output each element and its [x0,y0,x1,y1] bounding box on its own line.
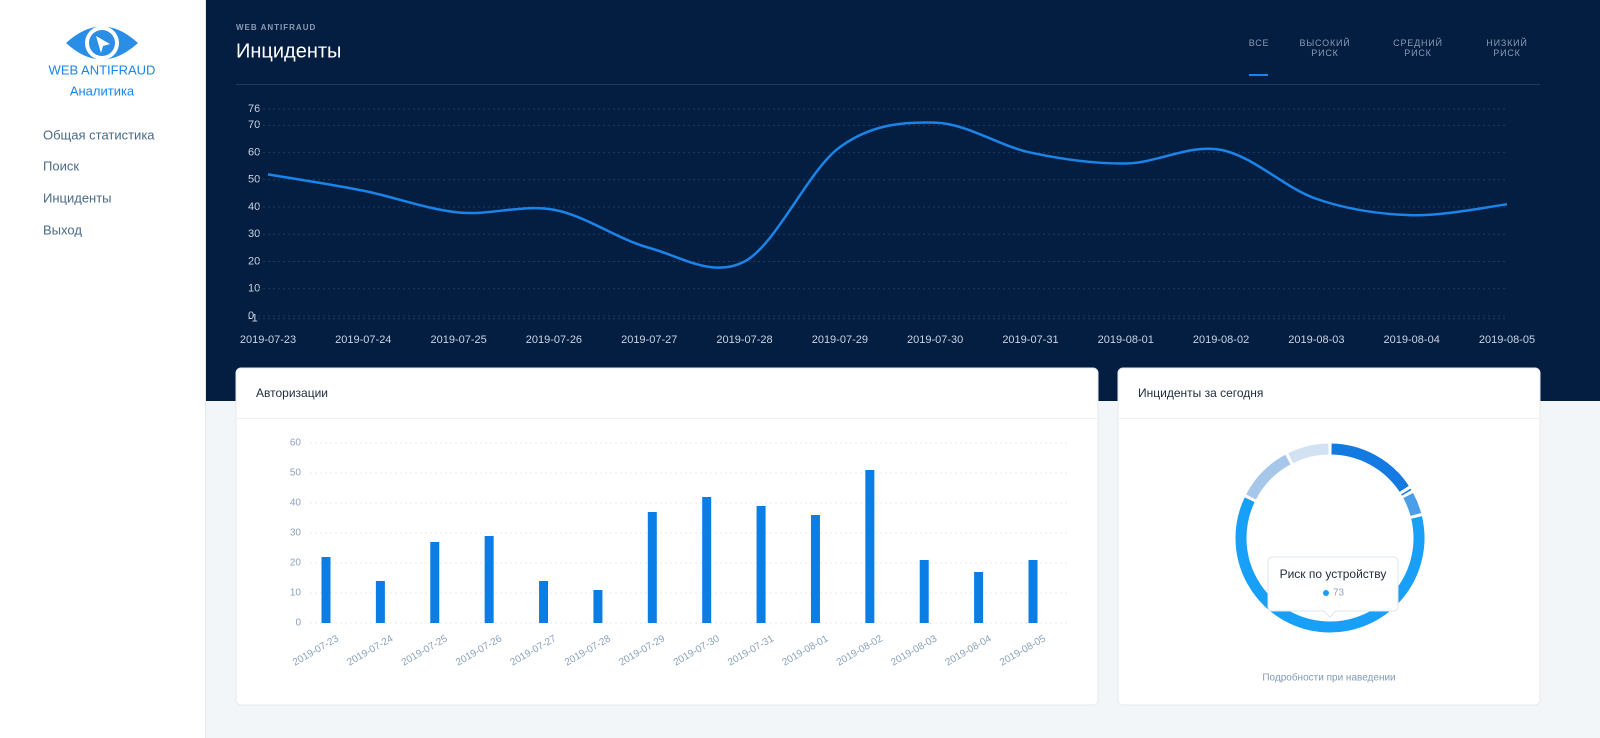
y-tick-label: 60 [248,146,260,158]
bar [919,560,929,623]
donut-segment [1235,497,1425,633]
card [1117,367,1541,706]
donut-segment [1246,454,1291,500]
y-tick-label: 76 [248,103,260,115]
header-bg [206,0,1600,401]
x-tick-label: 2019-07-31 [1002,334,1058,346]
y-tick-label: -1 [248,313,258,325]
tab[interactable]: СРЕДНИЙ РИСК [1393,38,1443,58]
line-chart: -10 10 20 30 40 50 60 70 76 2019-07-23 2019-07-24 2… [240,103,1535,346]
bar [484,536,494,623]
y-tick-label: 0 [248,310,254,322]
bar [430,542,440,623]
x-tick-label: 2019-08-01 [1098,334,1154,346]
x-tick-label: 2019-07-23 [240,334,296,346]
x-tick-label: 2019-08-02 [1193,334,1249,346]
donut-segment [1403,492,1422,517]
tab[interactable]: ВЫСОКИЙ РИСК [1299,38,1351,58]
y-tick-label: 10 [290,588,302,599]
bar [865,470,875,623]
bar [1028,560,1038,623]
y-tick-label: 0 [295,618,301,629]
x-tick-label: 2019-08-04 [1384,334,1440,346]
y-tick-label: 20 [248,255,260,267]
y-tick-label: 50 [290,468,302,479]
x-tick-label: 2019-07-27 [621,334,677,346]
sidebar [0,0,205,738]
tooltip-marker [1323,590,1329,596]
bar [375,581,385,623]
x-tick-label: 2019-08-05 [1479,334,1535,346]
y-tick-label: 30 [248,228,260,240]
tooltip-value: 73 [1333,588,1345,599]
x-tick-label: 2019-08-03 [1288,334,1344,346]
logo-text: WEB ANTIFRAUD [49,62,156,77]
y-tick-label: 60 [290,438,302,449]
bar [974,572,984,623]
bar [810,515,820,623]
x-tick-label: 2019-07-28 [716,334,772,346]
donut-segment [1401,488,1412,496]
x-tick-label: 2019-07-24 [335,334,391,346]
y-tick-label: 70 [248,119,260,131]
bar [321,557,331,623]
y-tick-label: 40 [248,201,260,213]
tooltip-label: Риск по устройству [1280,567,1387,581]
page-title: Инциденты [236,40,341,62]
y-tick-label: 30 [290,528,302,539]
tab[interactable]: НИЗКИЙ РИСК [1486,38,1528,58]
eyebrow: WEB ANTIFRAUD [236,23,316,32]
card-title: Авторизации [256,386,328,400]
x-tick-label: 2019-07-29 [812,334,868,346]
y-tick-label: 20 [290,558,302,569]
y-tick-label: 50 [248,174,260,186]
donut-chart: Риск по устройству 73 [1235,443,1425,633]
y-tick-label: 10 [248,283,260,295]
donut-segment [1331,443,1409,493]
x-tick-label: 2019-07-25 [430,334,486,346]
card [235,367,1099,706]
nav-item[interactable]: Общая статистика [43,127,155,142]
line-series [267,121,1508,269]
nav-item[interactable]: Выход [43,222,82,237]
nav-item[interactable]: Поиск [43,158,79,173]
bar [593,590,603,623]
logo-icon [66,26,138,60]
bar [702,497,712,623]
card-footer: Подробности при наведении [1262,672,1395,684]
bar [756,506,766,623]
y-tick-label: 40 [290,498,302,509]
x-tick-label: 2019-07-26 [526,334,582,346]
nav-item[interactable]: Инциденты [43,190,112,205]
bar [647,512,657,623]
logo-subtitle: Аналитика [70,83,135,98]
x-tick-label: 2019-07-30 [907,334,963,346]
donut-segment [1288,443,1329,464]
tooltip [1267,556,1399,618]
bar [539,581,549,623]
card-title: Инциденты за сегодня [1138,386,1263,400]
tab[interactable]: ВСЕ [1248,38,1270,48]
